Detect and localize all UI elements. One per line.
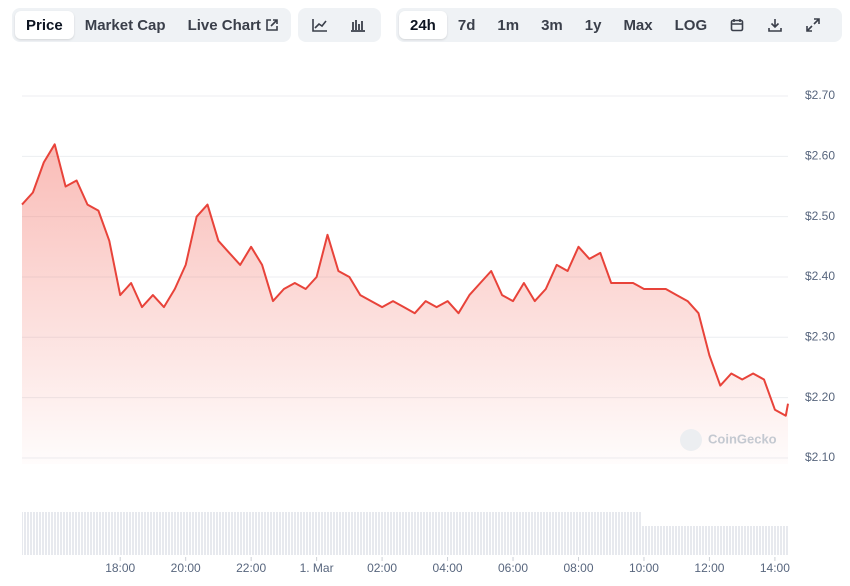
x-tick-label: 14:00 <box>760 561 790 575</box>
watermark: CoinGecko <box>680 429 777 451</box>
expand-icon[interactable] <box>794 11 832 39</box>
x-tick-label: 02:00 <box>367 561 397 575</box>
x-tick-label: 18:00 <box>105 561 135 575</box>
chart-style <box>298 8 381 42</box>
range-tabs: 24h 7d 1m 3m 1y Max LOG <box>396 8 842 42</box>
external-icon <box>266 19 278 31</box>
x-tick-label: 20:00 <box>171 561 201 575</box>
y-tick-label: $2.10 <box>805 450 835 464</box>
calendar-icon[interactable] <box>718 11 756 39</box>
candle-icon[interactable] <box>339 11 377 39</box>
y-tick-label: $2.60 <box>805 148 835 162</box>
y-tick-label: $2.30 <box>805 329 835 343</box>
view-tabs: Price Market Cap Live Chart <box>12 8 291 42</box>
tab[interactable]: Price <box>15 11 74 39</box>
watermark-text: CoinGecko <box>708 431 777 446</box>
x-tick-label: 1. Mar <box>300 561 334 575</box>
volume-band <box>22 512 642 555</box>
range[interactable]: 1y <box>584 16 602 34</box>
tab[interactable]: Market Cap <box>84 16 166 34</box>
volume-band <box>642 526 788 555</box>
range[interactable]: 3m <box>541 16 563 34</box>
price-line <box>21 143 789 417</box>
line-icon[interactable] <box>301 11 339 39</box>
y-tick-label: $2.40 <box>805 269 835 283</box>
range[interactable]: LOG <box>674 16 708 34</box>
range[interactable]: 24h <box>399 11 447 39</box>
y-tick-label: $2.50 <box>805 209 835 223</box>
x-tick-label: 22:00 <box>236 561 266 575</box>
x-tick-label: 04:00 <box>433 561 463 575</box>
price-area <box>22 144 788 465</box>
x-tick-label: 08:00 <box>563 561 593 575</box>
range[interactable]: 1m <box>497 16 520 34</box>
range[interactable]: 7d <box>457 16 476 34</box>
x-tick-label: 12:00 <box>694 561 724 575</box>
download-icon[interactable] <box>756 11 794 39</box>
tab[interactable]: Live Chart <box>187 16 261 34</box>
x-tick-label: 06:00 <box>498 561 528 575</box>
y-tick-label: $2.70 <box>805 88 835 102</box>
range[interactable]: Max <box>623 16 653 34</box>
y-tick-label: $2.20 <box>805 390 835 404</box>
x-tick-label: 10:00 <box>629 561 659 575</box>
